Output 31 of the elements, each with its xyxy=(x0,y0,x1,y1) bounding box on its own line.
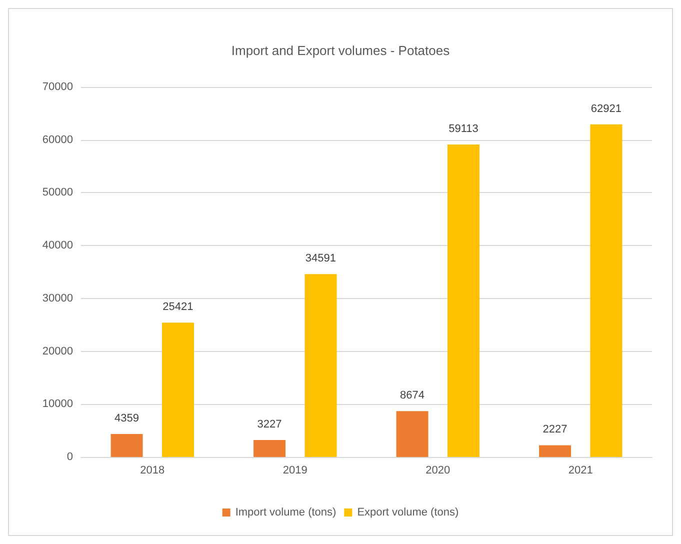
data-label: 4359 xyxy=(114,412,140,424)
x-tick-label: 2019 xyxy=(282,464,308,476)
x-tick-label: 2021 xyxy=(568,464,593,476)
bar xyxy=(447,144,480,457)
data-label: 2227 xyxy=(542,424,568,436)
y-tick-label: 30000 xyxy=(42,292,73,304)
data-label: 59113 xyxy=(448,123,478,136)
data-label: 8674 xyxy=(400,390,425,402)
y-tick-label: 0 xyxy=(66,451,73,463)
bar xyxy=(539,445,572,457)
x-tick-label: 2018 xyxy=(140,464,165,476)
legend-label: Export volume (tons) xyxy=(357,506,459,518)
bar xyxy=(110,434,143,457)
bar xyxy=(304,274,337,457)
bar xyxy=(254,440,286,457)
bar xyxy=(590,124,622,457)
y-tick-label: 10000 xyxy=(42,398,73,410)
y-tick-label: 60000 xyxy=(42,134,73,146)
bar xyxy=(396,411,428,457)
legend-label: Import volume (tons) xyxy=(235,506,336,518)
y-tick-label: 20000 xyxy=(42,345,73,358)
y-tick-label: 50000 xyxy=(42,186,73,199)
chart-title: Import and Export volumes - Potatoes xyxy=(231,43,450,58)
data-label: 34591 xyxy=(305,252,336,265)
bar xyxy=(162,322,194,457)
data-label: 3227 xyxy=(257,418,282,430)
data-label: 25421 xyxy=(162,301,194,314)
data-label: 62921 xyxy=(590,102,622,115)
y-tick-label: 40000 xyxy=(42,240,73,252)
y-tick-label: 70000 xyxy=(42,81,73,93)
x-tick-label: 2020 xyxy=(426,464,450,476)
